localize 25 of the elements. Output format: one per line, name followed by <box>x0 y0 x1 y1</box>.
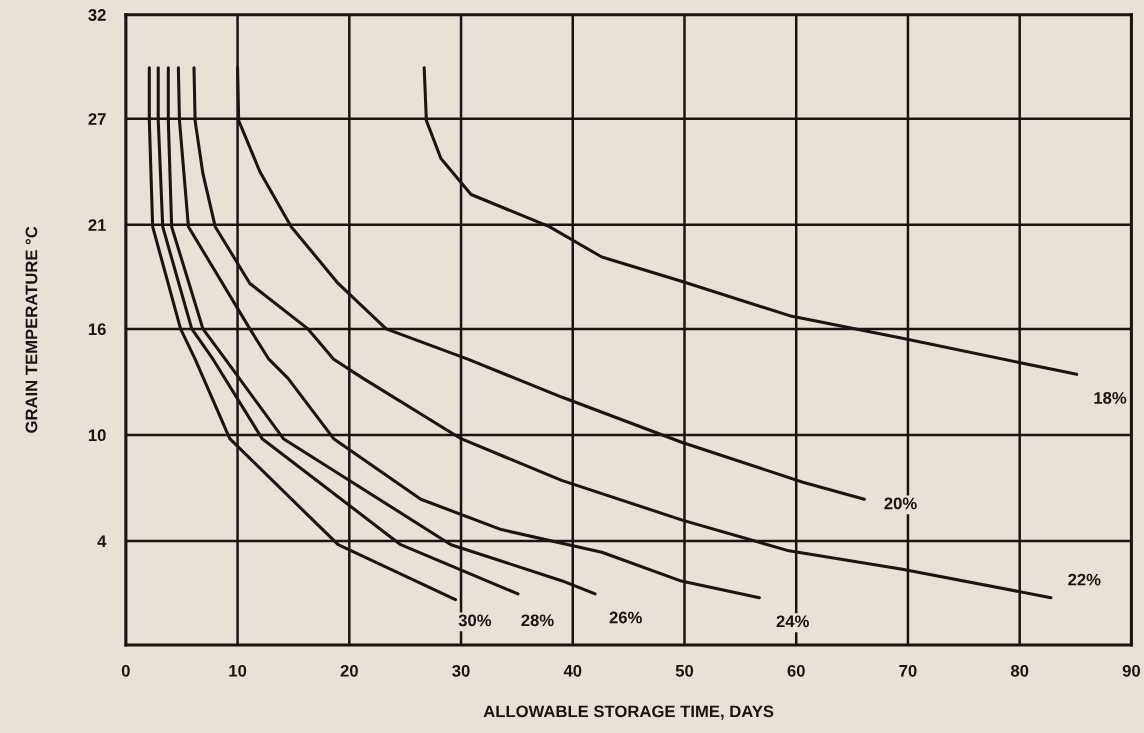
x-tick-label: 90 <box>1122 664 1140 677</box>
x-tick-label: 20 <box>340 664 358 677</box>
x-tick-label: 70 <box>899 664 917 677</box>
y-tick-label: 16 <box>88 323 106 336</box>
series-label: 30% <box>458 614 492 627</box>
x-tick-label: 80 <box>1010 664 1029 677</box>
y-tick-label: 32 <box>88 9 106 21</box>
x-tick-label: 60 <box>787 664 805 677</box>
y-tick-label: 27 <box>88 113 106 125</box>
x-axis-title: ALLOWABLE STORAGE TIME, DAYS <box>483 705 774 720</box>
series-label: 22% <box>1068 573 1101 586</box>
x-tick-label: 10 <box>229 664 247 677</box>
y-tick-label: 4 <box>97 535 107 547</box>
series-label: 20% <box>884 497 917 510</box>
series-label: 18% <box>1094 392 1127 404</box>
series-label: 28% <box>521 614 554 627</box>
y-tick-label: 10 <box>88 429 106 442</box>
x-tick-label: 0 <box>121 664 130 677</box>
series-label: 26% <box>609 611 642 624</box>
y-axis-title: GRAIN TEMPERATURE °C <box>25 226 38 433</box>
x-tick-label: 40 <box>563 664 582 677</box>
y-tick-label: 21 <box>88 219 106 231</box>
series-label: 24% <box>776 615 809 628</box>
x-tick-label: 50 <box>675 664 694 677</box>
x-tick-label: 30 <box>452 664 470 677</box>
